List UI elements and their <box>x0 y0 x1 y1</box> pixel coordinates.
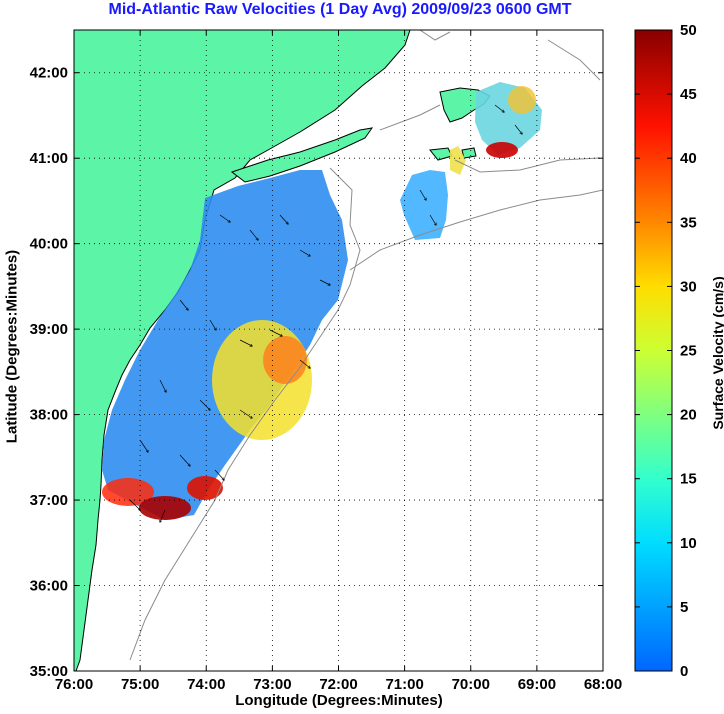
colorbar-tick-label: 35 <box>680 214 697 231</box>
x-tick-label: 69:00 <box>518 676 556 693</box>
y-tick-label: 42:00 <box>30 65 68 82</box>
y-tick-label: 36:00 <box>30 578 68 595</box>
y-tick-label: 39:00 <box>30 321 68 338</box>
x-tick-label: 68:00 <box>584 676 622 693</box>
x-tick-label: 70:00 <box>452 676 490 693</box>
colorbar-ticks: 0 5 10 15 20 25 30 35 40 45 50 <box>635 22 697 680</box>
x-tick-label: 74:00 <box>187 676 225 693</box>
isobath-contour <box>129 30 603 661</box>
x-tick-label: 71:00 <box>385 676 423 693</box>
x-tick-label: 73:00 <box>253 676 291 693</box>
y-axis-ticks: 35:00 36:00 37:00 38:00 39:00 40:00 41:00 42:00 <box>30 65 603 680</box>
x-tick-label: 75:00 <box>121 676 159 693</box>
y-tick-label: 38:00 <box>30 407 68 424</box>
chart-title: Mid-Atlantic Raw Velocities (1 Day Avg) … <box>108 1 572 18</box>
velocity-hotspot-cape-cod <box>486 142 518 158</box>
x-axis-ticks: 76:00 75:00 74:00 73:00 72:00 71:00 70:00 69:00… <box>55 30 622 693</box>
colorbar-tick-label: 0 <box>680 663 688 680</box>
y-tick-label: 37:00 <box>30 492 68 509</box>
colorbar-tick-label: 20 <box>680 407 697 424</box>
x-axis-label: Longitude (Degrees:Minutes) <box>235 692 443 709</box>
colorbar-tick-label: 40 <box>680 150 697 167</box>
map-grid <box>74 30 603 671</box>
velocity-arrows <box>129 104 522 522</box>
colorbar-tick-label: 5 <box>680 599 688 616</box>
y-axis-label: Latitude (Degrees:Minutes) <box>3 249 21 444</box>
colorbar <box>634 29 673 672</box>
colorbar-tick-label: 50 <box>680 22 697 39</box>
y-tick-label: 40:00 <box>30 236 68 253</box>
colorbar-tick-label: 10 <box>680 535 697 552</box>
velocity-hotspot-south-west <box>102 478 154 506</box>
colorbar-tick-label: 45 <box>680 86 697 103</box>
colorbar-tick-label: 15 <box>680 471 697 488</box>
colorbar-tick-label: 25 <box>680 343 697 360</box>
velocity-hotspot-cape-cod-east <box>508 86 536 114</box>
velocity-hotspot-south-east <box>187 476 223 500</box>
x-tick-label: 76:00 <box>55 676 93 693</box>
velocity-field-nantucket <box>450 146 466 175</box>
y-tick-label: 41:00 <box>30 150 68 167</box>
x-tick-label: 72:00 <box>319 676 357 693</box>
colorbar-label: Surface Velocity (cm/s) <box>710 276 724 430</box>
y-tick-label: 35:00 <box>30 663 68 680</box>
islands-land <box>429 147 477 161</box>
colorbar-tick-label: 30 <box>680 278 697 295</box>
long-island-land <box>230 127 374 183</box>
velocity-hotspot-south <box>139 496 191 520</box>
